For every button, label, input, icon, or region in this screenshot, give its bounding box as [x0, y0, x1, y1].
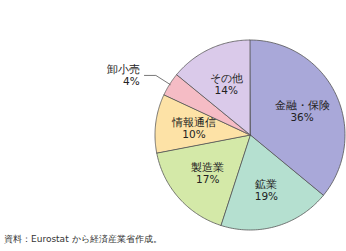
svg-text:鉱業19%: 鉱業19% — [255, 178, 278, 202]
html-text:資料：Eurostat から経済産業省作成。: 資料：Eurostat から経済産業省作成。 — [4, 234, 162, 244]
svg-text:製造業17%: 製造業17% — [191, 161, 224, 185]
svg-text:情報通信10%: 情報通信10% — [171, 116, 216, 140]
svg-text:その他14%: その他14% — [210, 72, 243, 96]
svg-text:卸小売4%: 卸小売4% — [107, 63, 140, 87]
svg-text:金融・保険36%: 金融・保険36% — [275, 99, 330, 123]
